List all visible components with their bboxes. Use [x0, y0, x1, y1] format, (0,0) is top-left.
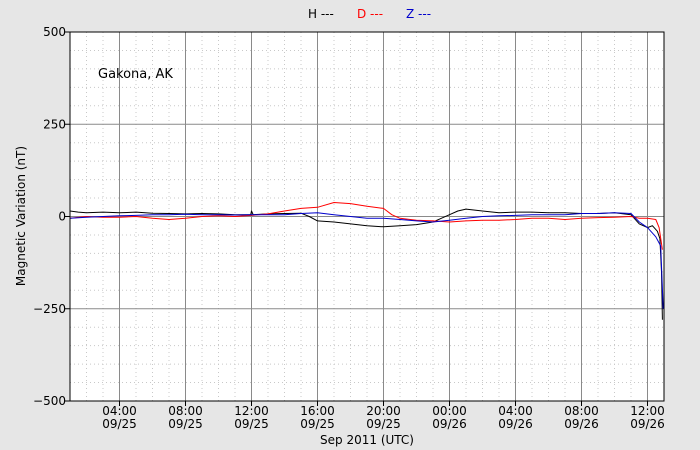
x-tick-date: 09/26: [498, 417, 533, 431]
y-tick-label: 500: [43, 25, 66, 39]
x-axis-label: Sep 2011 (UTC): [320, 433, 414, 447]
y-tick-label: −500: [33, 394, 66, 408]
x-tick-date: 09/25: [168, 417, 203, 431]
legend: H --- D --- Z ---: [308, 7, 431, 21]
x-tick-date: 09/26: [630, 417, 665, 431]
x-tick-time: 08:00: [168, 404, 203, 418]
x-tick-time: 04:00: [498, 404, 533, 418]
x-tick-time: 16:00: [300, 404, 335, 418]
x-tick-time: 08:00: [564, 404, 599, 418]
y-tick-label: 0: [58, 210, 66, 224]
y-axis-label: Magnetic Variation (nT): [14, 146, 28, 286]
x-tick-date: 09/25: [102, 417, 137, 431]
axis-ticks: 04:0009/2508:0009/2512:0009/2516:0009/25…: [33, 25, 665, 431]
legend-entry-h: H ---: [308, 7, 334, 21]
x-tick-time: 04:00: [102, 404, 137, 418]
y-tick-label: 250: [43, 117, 66, 131]
series-line-d: [69, 202, 663, 250]
y-tick-label: −250: [33, 302, 66, 316]
x-tick-date: 09/25: [366, 417, 401, 431]
x-tick-time: 12:00: [630, 404, 665, 418]
series-lines: [69, 202, 664, 320]
x-tick-time: 00:00: [432, 404, 467, 418]
x-tick-date: 09/26: [564, 417, 599, 431]
series-line-z: [69, 212, 664, 309]
x-tick-time: 12:00: [234, 404, 269, 418]
x-tick-date: 09/26: [432, 417, 467, 431]
legend-entry-z: Z ---: [406, 7, 431, 21]
x-tick-date: 09/25: [234, 417, 269, 431]
x-tick-date: 09/25: [300, 417, 335, 431]
x-tick-time: 20:00: [366, 404, 401, 418]
legend-entry-d: D ---: [357, 7, 383, 21]
station-annotation: Gakona, AK: [98, 67, 173, 82]
